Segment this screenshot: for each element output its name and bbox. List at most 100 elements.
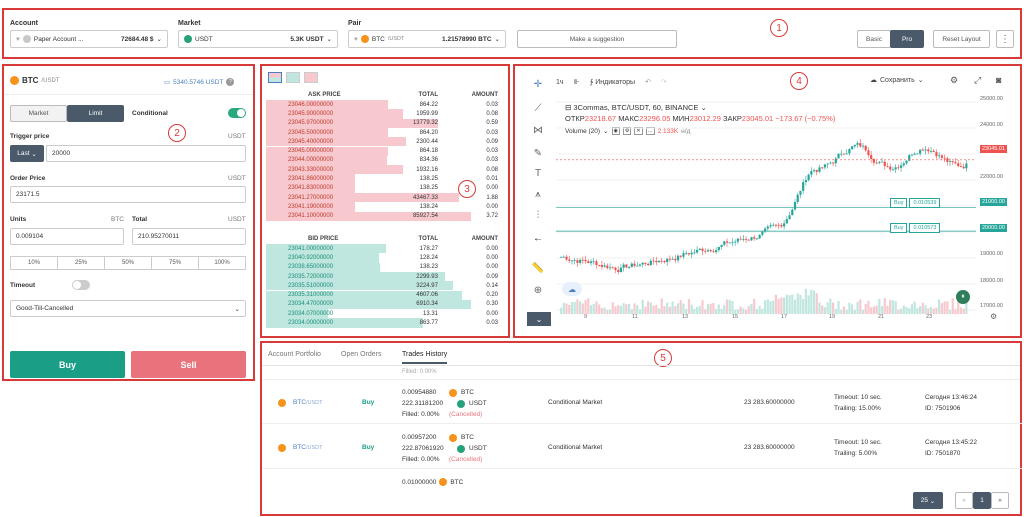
zoom-in-icon[interactable]: ⊕: [533, 284, 543, 296]
chart-collapse-icon[interactable]: ⊟: [565, 103, 572, 112]
buy-button[interactable]: Buy: [10, 351, 125, 378]
ask-row[interactable]: 23046.00000000 864.22 0.03: [266, 100, 502, 109]
trendline-tool-icon[interactable]: ⟋: [534, 102, 542, 114]
ask-row[interactable]: 23041.27000000 43467.33 1.88: [266, 193, 502, 202]
candle: [742, 238, 745, 240]
buy-order-line-2[interactable]: Buy 0.010573: [890, 223, 941, 233]
bid-row[interactable]: 23040.92000000 128.24 0.00: [266, 253, 502, 262]
text-tool-icon[interactable]: T: [534, 167, 542, 179]
trigger-type-select[interactable]: Last ⌄: [10, 145, 44, 162]
ask-total: 138.25: [419, 176, 438, 183]
percent-100-button[interactable]: 100%: [198, 256, 246, 270]
bid-price-header: BID PRICE: [308, 235, 339, 242]
pro-button[interactable]: Pro: [890, 30, 924, 48]
orderbook-view-bids-icon[interactable]: [286, 72, 300, 83]
bid-row[interactable]: 23034.00000000 863.77 0.03: [266, 318, 502, 327]
reset-layout-button[interactable]: Reset Layout: [933, 30, 990, 48]
ask-row[interactable]: 23041.83000000 138.25 0.00: [266, 184, 502, 193]
brush-tool-icon[interactable]: ✎: [533, 147, 543, 159]
prev-page-button[interactable]: «: [955, 492, 973, 509]
basic-button[interactable]: Basic: [857, 30, 891, 48]
help-icon[interactable]: ?: [226, 78, 235, 86]
sell-button[interactable]: Sell: [131, 351, 246, 378]
time-in-force-select[interactable]: Good-Till-Cancelled ⌄: [10, 300, 246, 317]
orderbook-view-both-icon[interactable]: [268, 72, 282, 83]
candle: [943, 157, 946, 159]
percent-50-button[interactable]: 50%: [104, 256, 152, 270]
order-price-input[interactable]: 23171.5: [10, 186, 246, 203]
camera-icon[interactable]: ◙: [996, 75, 1002, 85]
settings-gear-icon[interactable]: ⚙: [950, 75, 959, 85]
bid-row[interactable]: 23038.65000000 138.23 0.00: [266, 263, 502, 272]
chart-cloud-icon[interactable]: ☁: [562, 282, 582, 296]
fullscreen-icon[interactable]: ⤢: [974, 75, 982, 85]
ask-row[interactable]: 23045.97000000 13779.32 0.59: [266, 119, 502, 128]
pattern-tool-icon[interactable]: ⩚: [535, 188, 541, 200]
heart-icon[interactable]: ♥: [354, 35, 358, 43]
tab-market[interactable]: Market: [10, 105, 67, 122]
chart-save-button[interactable]: ☁ Сохранить ⌄: [870, 76, 924, 85]
buy-order-line-1[interactable]: Buy 0.010539: [890, 198, 941, 208]
next-page-button[interactable]: »: [991, 492, 1009, 509]
back-arrow-icon[interactable]: ←: [533, 232, 543, 244]
date: Сегодня 13:45:22: [925, 439, 978, 446]
indicators-button[interactable]: ∱ Индикаторы: [590, 78, 635, 86]
ask-row[interactable]: 23041.86000000 138.25 0.01: [266, 174, 502, 183]
bid-row[interactable]: 23035.72000000 2299.93 0.09: [266, 272, 502, 281]
chart-settings-icon[interactable]: ⚙: [990, 312, 998, 321]
candle-type-icon[interactable]: ⊪: [573, 79, 580, 86]
percent-75-button[interactable]: 75%: [151, 256, 199, 270]
table-row[interactable]: BTC/USDT Buy 0.00954880 BTC 222.31181200 USDT…: [262, 386, 1022, 424]
percent-25-button[interactable]: 25%: [57, 256, 105, 270]
ask-row[interactable]: 23041.10000000 85927.54 3.72: [266, 212, 502, 221]
order-form-balance[interactable]: ▭ 5340.5746 USDT ?: [164, 78, 235, 86]
undo-icon[interactable]: ↶: [645, 79, 651, 86]
crosshair-tool-icon[interactable]: ✛: [533, 78, 543, 90]
tab-trades-history[interactable]: Trades History: [402, 351, 448, 364]
units-input[interactable]: 0.009104: [10, 228, 124, 245]
bid-row[interactable]: 23041.00000000 178.27 0.00: [266, 244, 502, 253]
orderbook-view-asks-icon[interactable]: [304, 72, 318, 83]
ask-row[interactable]: 23045.90000000 1959.99 0.08: [266, 109, 502, 118]
more-menu-button[interactable]: ⋮: [996, 30, 1014, 48]
table-row[interactable]: BTC/USDT Buy 0.00957200 BTC 222.87061920 USDT…: [262, 431, 1022, 469]
heart-icon[interactable]: ♥: [16, 35, 20, 43]
candle: [832, 162, 835, 164]
measure-tool-icon[interactable]: ⫶: [536, 209, 540, 221]
bid-row[interactable]: 23035.31000000 4607.06 0.20: [266, 291, 502, 300]
price-chart[interactable]: [556, 92, 976, 314]
redo-icon[interactable]: ↷: [660, 79, 667, 86]
fib-tool-icon[interactable]: ⋈: [533, 124, 543, 136]
scroll-to-latest-icon[interactable]: ⏸: [956, 290, 970, 304]
bid-row[interactable]: 23035.51000000 3224.97 0.14: [266, 281, 502, 290]
total-input[interactable]: 210.95270011: [132, 228, 246, 245]
page-size-select[interactable]: 25 ⌄: [913, 492, 943, 509]
suggestion-button[interactable]: Make a suggestion: [517, 30, 677, 48]
interval-button[interactable]: 1ч: [556, 78, 564, 86]
ask-row[interactable]: 23045.00000000 864.18 0.03: [266, 147, 502, 156]
tab-open-orders[interactable]: Open Orders: [341, 351, 382, 358]
bid-row[interactable]: 23034.07000000 13.31 0.00: [266, 309, 502, 318]
tab-limit[interactable]: Limit: [67, 105, 124, 122]
tab-account-portfolio[interactable]: Account Portfolio: [268, 351, 321, 358]
volume-bar: [957, 302, 960, 314]
pair-select[interactable]: ♥ BTC/USDT 1.21578990 BTC ⌄: [348, 30, 506, 48]
ask-header: ASK PRICE TOTAL AMOUNT: [266, 90, 502, 99]
bid-row[interactable]: 23034.47000000 6910.34 0.30: [266, 300, 502, 309]
toolbar-collapse-button[interactable]: ⌄: [527, 312, 551, 326]
ask-row[interactable]: 23045.40000000 2300.44 0.09: [266, 137, 502, 146]
ask-row[interactable]: 23043.33000000 1932.16 0.08: [266, 165, 502, 174]
conditional-toggle[interactable]: [228, 108, 246, 118]
ask-row[interactable]: 23045.50000000 864.20 0.03: [266, 128, 502, 137]
candle: [728, 242, 731, 244]
percent-10-button[interactable]: 10%: [10, 256, 58, 270]
ruler-tool-icon[interactable]: 📏: [531, 262, 545, 274]
page-number-button[interactable]: 1: [973, 492, 991, 509]
market-select[interactable]: USDT 5.3K USDT ⌄: [178, 30, 338, 48]
ask-row[interactable]: 23041.19000000 138.24 0.00: [266, 202, 502, 211]
timeout-toggle[interactable]: [72, 280, 90, 290]
trigger-price-input[interactable]: 20000: [46, 145, 246, 162]
volume-bar: [834, 308, 837, 314]
account-select[interactable]: ♥ Paper Account ... 72684.48 $ ⌄: [10, 30, 168, 48]
ask-row[interactable]: 23044.00000000 834.36 0.03: [266, 156, 502, 165]
